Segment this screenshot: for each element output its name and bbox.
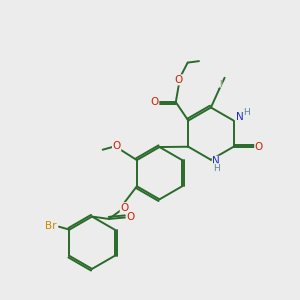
Text: N: N <box>236 112 244 122</box>
Text: N: N <box>212 156 220 166</box>
Text: O: O <box>126 212 134 223</box>
Text: O: O <box>112 141 121 151</box>
Text: |: | <box>220 80 222 87</box>
Text: O: O <box>151 97 159 107</box>
Text: O: O <box>120 203 128 213</box>
Text: O: O <box>255 142 263 152</box>
Text: O: O <box>175 75 183 85</box>
Text: Br: Br <box>45 221 57 231</box>
Text: H: H <box>244 108 250 117</box>
Text: H: H <box>213 164 220 172</box>
